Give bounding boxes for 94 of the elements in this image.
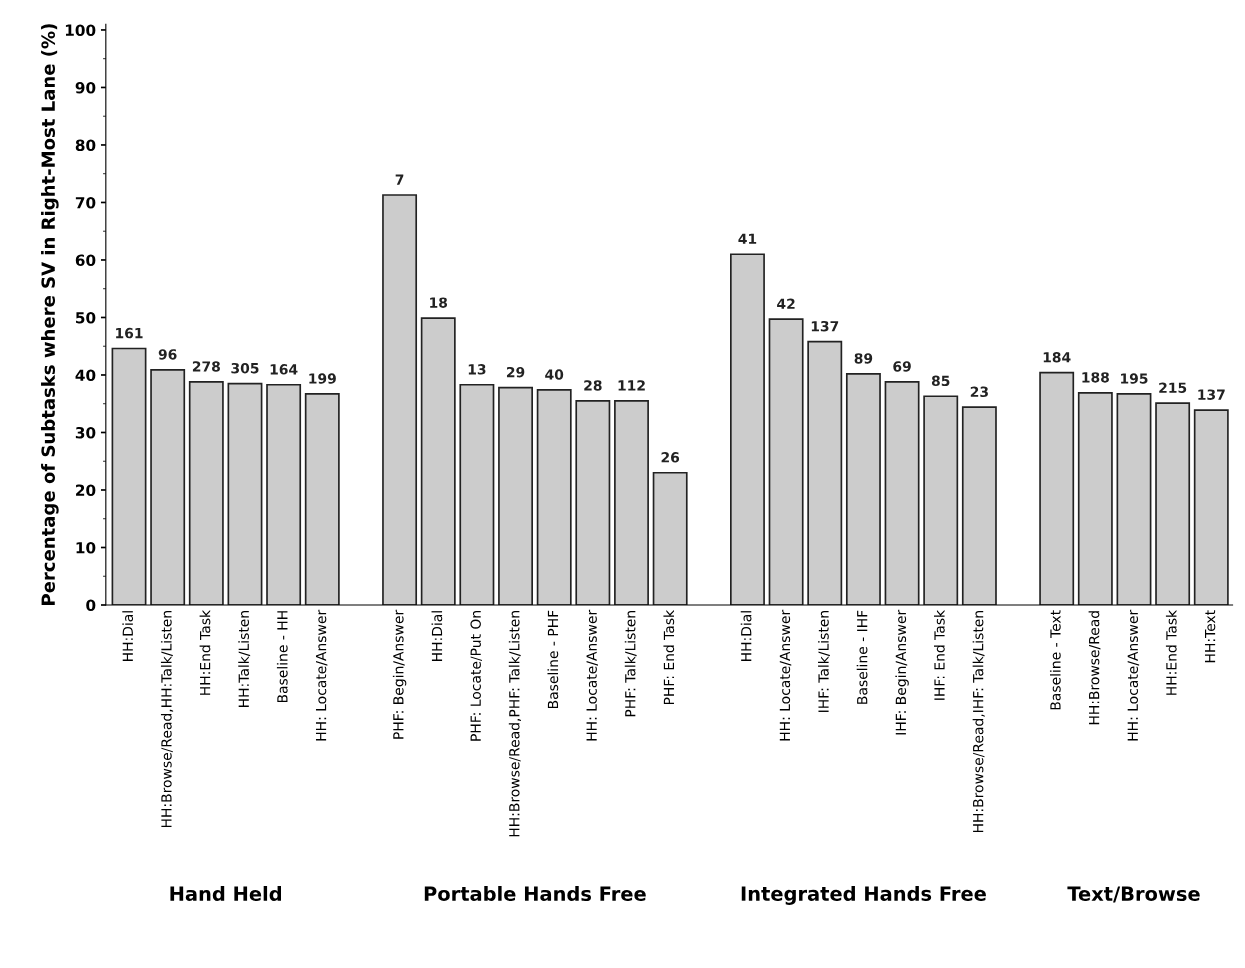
x-tick-label: IHF: End Task (934, 609, 945, 700)
y-tick-label: 80 (75, 139, 96, 151)
annotation: 164 (270, 364, 298, 375)
text: Text/Browse (1067, 886, 1200, 903)
x-tick-label: HH:Dial (122, 611, 134, 661)
annotation: 69 (893, 361, 911, 372)
x-tick-label: PHF: End Task (663, 609, 675, 705)
y-tick-label: 10 (76, 541, 96, 554)
bar (304, 393, 340, 605)
y-axis-title: Percentage of Subtasks where SV in Right-Most Lane (%) (41, 24, 59, 605)
annotation: 28 (584, 380, 602, 391)
y-tick-label: 40 (75, 369, 96, 381)
annotation: 7 (395, 174, 404, 185)
x-tick-label: HH:Talk/Listen (238, 611, 251, 707)
y-tick-label: 70 (75, 196, 96, 209)
annotation: 278 (192, 361, 220, 372)
bar (845, 372, 881, 605)
bar (807, 340, 843, 605)
bar (227, 382, 263, 605)
x-tick-label: HH:Dial (740, 611, 752, 661)
x-tick-label: HH: Locate/Answer (1127, 609, 1140, 741)
annotation: 305 (231, 362, 259, 374)
bar (420, 317, 456, 605)
annotation: 13 (468, 364, 486, 375)
x-tick-label: Baseline - PHF (547, 610, 559, 709)
annotation: 29 (506, 366, 525, 378)
x-tick-label: HH: Locate/Answer (779, 609, 792, 741)
bar (1039, 371, 1075, 605)
bar (614, 400, 649, 605)
annotation: 40 (545, 369, 564, 380)
y-tick-label: 0 (86, 599, 96, 612)
x-tick-label: Baseline - HH (276, 611, 288, 703)
x-tick-label: HH: Locate/Answer (586, 609, 598, 741)
annotation: 41 (738, 233, 757, 244)
y-tick-label: 50 (76, 311, 96, 324)
annotation: 215 (1159, 382, 1187, 393)
bar (730, 253, 765, 605)
bar (884, 381, 920, 605)
x-tick-label: HH:Text (1205, 610, 1216, 663)
bar (459, 383, 495, 605)
x-tick-label: PHF: Begin/Answer (392, 609, 407, 739)
bar (150, 368, 186, 605)
x-tick-label: HH:End Task (1165, 609, 1177, 695)
y-tick-label: 90 (75, 81, 96, 94)
text: Portable Hands Free (424, 885, 646, 902)
bar (382, 194, 418, 605)
x-tick-label: HH:Browse/Read,HH:Talk/Listen (160, 611, 174, 828)
annotation: 161 (116, 327, 143, 339)
x-tick-label: HH:Browse/Read,PHF: Talk/Listen (508, 611, 521, 837)
annotation: 188 (1082, 372, 1109, 383)
annotation: 199 (309, 373, 336, 384)
text: Hand Held (170, 885, 281, 902)
bar (923, 395, 959, 605)
x-tick-label: HH:Browse/Read (1088, 611, 1101, 725)
y-tick-label: 100 (65, 24, 96, 36)
annotation: 42 (777, 298, 795, 309)
bar (1077, 391, 1113, 605)
bar (1116, 393, 1152, 605)
x-tick-label: Baseline - Text (1049, 610, 1061, 710)
y-tick-label: 60 (75, 254, 96, 266)
y-tick-label: 30 (75, 426, 96, 439)
bar (961, 406, 997, 605)
bar (575, 400, 611, 605)
bar (768, 318, 804, 605)
annotation: 195 (1121, 373, 1148, 384)
x-tick-label: Baseline - IHF (856, 610, 868, 704)
bar (1155, 402, 1191, 605)
bar (266, 383, 302, 605)
bar (1193, 409, 1229, 605)
annotation: 23 (970, 386, 988, 398)
annotation: 137 (1198, 389, 1225, 400)
x-tick-label: HH:Browse/Read,IHF: Talk/Listen (972, 611, 985, 833)
annotation: 26 (661, 452, 680, 463)
annotation: 184 (1043, 352, 1071, 363)
y-tick-label: 20 (76, 484, 96, 497)
bar (652, 471, 688, 605)
annotation: 89 (854, 353, 873, 364)
bar (536, 389, 572, 605)
x-tick-label: PHF: Talk/Listen (624, 611, 637, 717)
x-tick-label: HH: Locate/Answer (315, 609, 328, 741)
annotation: 137 (811, 320, 839, 332)
bar (188, 381, 224, 605)
annotation: 18 (430, 297, 448, 308)
x-tick-label: IHF: Talk/Listen (818, 611, 830, 712)
x-tick-label: HH:Dial (431, 611, 443, 661)
text: Integrated Hands Free (741, 885, 986, 905)
annotation: 112 (618, 380, 645, 391)
x-tick-label: IHF: Begin/Answer (895, 609, 909, 735)
annotation: 85 (931, 375, 950, 387)
x-tick-label: PHF: Locate/Put On (470, 611, 483, 741)
bar (498, 386, 533, 605)
x-tick-label: HH:End Task (199, 609, 211, 695)
bar (111, 347, 147, 605)
annotation: 96 (158, 349, 177, 360)
